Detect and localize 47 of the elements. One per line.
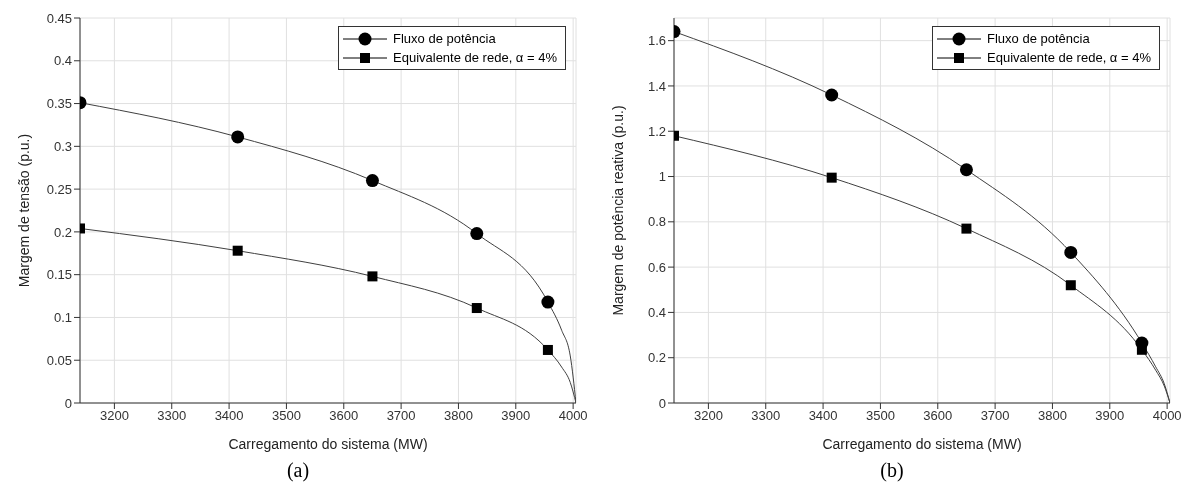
- x-tick-label: 3200: [99, 408, 129, 424]
- y-tick-label: 0.25: [46, 181, 72, 197]
- x-tick-label: 3700: [980, 408, 1010, 424]
- text: (b): [879, 459, 905, 482]
- legend-label: Fluxo de potência: [987, 31, 1090, 46]
- y-tick-label: 0.8: [647, 214, 666, 230]
- y-tick-label: 0.35: [46, 96, 72, 112]
- text: (a): [285, 459, 311, 482]
- x-tick-label: 3300: [751, 408, 781, 424]
- y-tick-label: 0.6: [647, 259, 666, 275]
- y-tick-label: 0.1: [53, 310, 72, 326]
- y-tick-label: 0.45: [46, 10, 72, 26]
- y-tick-label: 1.6: [647, 33, 666, 49]
- x-tick-label: 3800: [443, 408, 473, 424]
- x-tick-label: 3900: [1095, 408, 1125, 424]
- x-tick-label: 4000: [1152, 408, 1182, 424]
- x-tick-label: 3600: [923, 408, 953, 424]
- x-tick-label: 4000: [558, 408, 588, 424]
- x-tick-label: 3400: [808, 408, 838, 424]
- x-tick-label: 3200: [693, 408, 723, 424]
- y-tick-label: 0.4: [647, 305, 666, 321]
- legend-label: Equivalente de rede, α = 4%: [393, 50, 557, 65]
- legend-label: Fluxo de potência: [393, 31, 496, 46]
- y-axis-title: Margem de potência reativa (p.u.): [609, 105, 626, 316]
- y-tick-label: 0.2: [647, 350, 666, 366]
- x-tick-label: 3900: [501, 408, 531, 424]
- y-tick-label: 0.4: [53, 53, 72, 69]
- x-tick-label: 3700: [386, 408, 416, 424]
- y-tick-label: 0.05: [46, 352, 72, 368]
- y-tick-label: 0.15: [46, 267, 72, 283]
- y-tick-label: 0.3: [53, 138, 72, 154]
- x-tick-label: 3500: [865, 408, 895, 424]
- x-tick-label: 3500: [271, 408, 301, 424]
- legend-label: Equivalente de rede, α = 4%: [987, 50, 1151, 65]
- x-tick-label: 3800: [1037, 408, 1067, 424]
- x-tick-label: 3600: [329, 408, 359, 424]
- y-tick-label: 0: [64, 395, 72, 411]
- x-axis-title: Carregamento do sistema (MW): [822, 436, 1022, 452]
- x-tick-label: 3300: [157, 408, 187, 424]
- x-axis-title: Carregamento do sistema (MW): [228, 436, 428, 452]
- y-tick-label: 0.2: [53, 224, 72, 240]
- x-tick-label: 3400: [214, 408, 244, 424]
- y-axis-title: Margem de tensão (p.u.): [15, 133, 32, 288]
- y-tick-label: 1.4: [647, 78, 666, 94]
- y-tick-label: 0: [658, 395, 666, 411]
- y-tick-label: 1: [658, 169, 666, 185]
- y-tick-label: 1.2: [647, 123, 666, 139]
